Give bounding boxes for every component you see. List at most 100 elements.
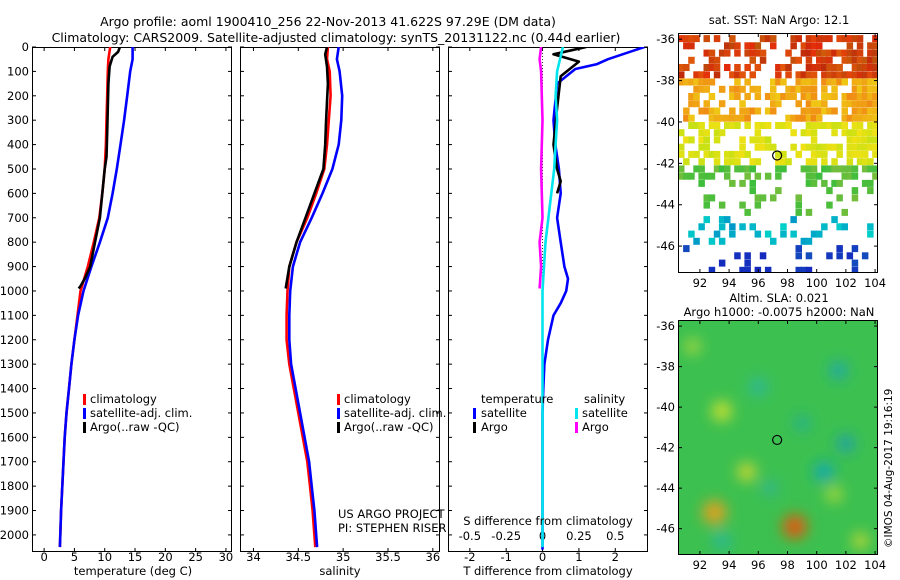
sst-pixel	[831, 158, 838, 166]
legend-swatch-satellite	[337, 408, 340, 419]
sst-pixel	[841, 107, 848, 115]
sst-pixel	[836, 78, 843, 86]
sst-pixel	[718, 237, 726, 245]
sst-pixel	[759, 122, 767, 129]
sst-pixel	[688, 93, 695, 100]
sla-anomaly	[829, 361, 848, 380]
sst-pixel	[678, 64, 685, 71]
sst-pixel	[846, 100, 854, 108]
sst-pixel	[713, 64, 721, 71]
temperature-xlabel: temperature (deg C)	[74, 564, 192, 578]
sst-map-axes: 92 94 96 98 100 102 104 -36 -38 -40 -42 -44 -46	[656, 32, 886, 290]
sst-pixel	[764, 93, 772, 100]
sst-pixel	[846, 158, 854, 166]
sst-pixel	[805, 85, 813, 93]
map-y-tick-label: -46	[656, 522, 675, 536]
legend-label-argo: Argo(..raw -QC)	[90, 420, 180, 434]
sst-pixel	[872, 150, 878, 158]
sst-pixel	[698, 107, 705, 115]
sst-pixel	[810, 230, 818, 238]
sst-pixel	[826, 187, 833, 195]
sst-pixel	[810, 158, 818, 166]
sst-pixel	[805, 35, 813, 43]
sst-pixel	[693, 150, 700, 158]
sst-pixel	[867, 143, 874, 151]
sst-pixel	[826, 93, 833, 100]
sst-pixel	[698, 172, 705, 180]
sst-pixel	[718, 114, 726, 122]
x-tick-label: 30	[219, 550, 234, 564]
sla-map-subtitle: Argo h1000: -0.0075 h2000: NaN	[684, 305, 875, 319]
sst-pixel	[877, 165, 878, 173]
depth-tick-label: 900	[7, 260, 29, 274]
sst-pixel	[683, 114, 690, 122]
sst-pixel	[790, 42, 797, 50]
depth-tick-label: 1900	[0, 504, 29, 518]
sst-pixel	[861, 93, 869, 100]
sst-pixel	[826, 78, 833, 86]
sst-pixel	[867, 129, 874, 137]
sst-pixel	[821, 179, 828, 187]
sst-pixel	[810, 85, 818, 93]
sst-pixel	[846, 165, 854, 173]
sla-anomaly	[684, 338, 701, 355]
sst-pixel	[688, 230, 695, 238]
sst-pixel	[841, 78, 848, 86]
s-difference-label: S difference from climatology	[463, 514, 633, 528]
series-group	[284, 47, 344, 548]
map-x-tick-label: 92	[693, 276, 708, 290]
sst-pixel	[770, 194, 777, 202]
sst-pixel	[744, 172, 751, 180]
depth-tick-label: 600	[7, 186, 29, 200]
sst-pixel	[856, 71, 864, 79]
sst-pixel	[816, 42, 823, 50]
sst-pixel	[867, 179, 874, 187]
sst-pixel	[821, 158, 828, 166]
difference-axes-frame	[448, 47, 648, 552]
sst-pixel	[780, 223, 787, 231]
sst-pixel	[795, 35, 802, 43]
sst-pixel	[770, 143, 777, 151]
sst-pixel	[775, 158, 782, 166]
sst-pixel	[718, 201, 726, 209]
sst-pixel	[861, 56, 869, 64]
sst-pixel	[826, 56, 833, 64]
sst-pixel	[795, 100, 802, 108]
sst-pixel	[780, 64, 787, 71]
difference-panel: -2 -1 0 1 2-0.5 -0.25 0 0.25 0.5	[448, 46, 648, 564]
sst-pixel	[729, 42, 736, 50]
sst-pixel	[734, 85, 741, 93]
sst-pixel	[810, 129, 818, 137]
sst-pixel	[678, 165, 685, 173]
legend-label-climatology: climatology	[344, 392, 411, 406]
difference-legend: temperature salinity satellite satellite…	[473, 392, 628, 434]
sst-pixel	[703, 136, 710, 144]
series-line-climatology	[58, 47, 112, 548]
sst-pixel	[678, 150, 685, 158]
sst-pixel	[872, 136, 878, 144]
x-tick-label: 2	[612, 550, 619, 564]
sst-pixel	[770, 42, 777, 50]
sst-pixel	[713, 107, 721, 115]
x-tick-label: 5	[71, 550, 78, 564]
sst-pixel	[785, 114, 792, 122]
sst-pixel	[780, 165, 787, 173]
sst-pixel	[851, 129, 859, 137]
sst-pixel	[810, 100, 818, 108]
sst-pixel	[678, 35, 685, 43]
sst-pixel	[703, 129, 710, 137]
sst-pixel	[856, 78, 864, 86]
sst-pixel	[790, 85, 797, 93]
series-group	[58, 47, 134, 548]
sst-pixel	[718, 223, 726, 231]
sst-pixel	[836, 122, 843, 129]
sst-pixel	[805, 42, 813, 50]
sst-pixel	[851, 100, 859, 108]
sst-pixel	[836, 71, 843, 79]
sst-pixel	[846, 129, 854, 137]
x-tick-label: 34.5	[285, 550, 311, 564]
sst-pixel	[872, 107, 878, 115]
sst-pixel	[785, 64, 792, 71]
sst-pixel	[810, 143, 818, 151]
sst-pixel	[780, 93, 787, 100]
